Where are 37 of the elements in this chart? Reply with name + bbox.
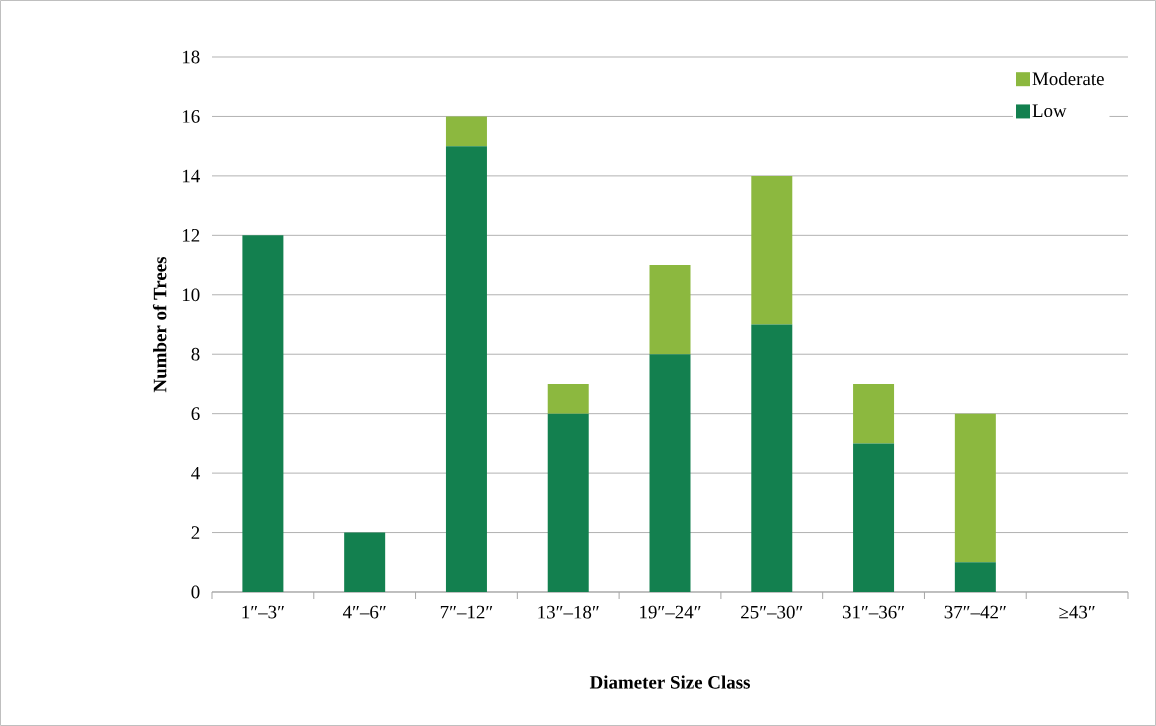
bar xyxy=(853,443,895,592)
legend-label: Low xyxy=(1032,104,1067,118)
y-tick-label: 4 xyxy=(191,466,200,480)
x-axis-title: Diameter Size Class xyxy=(589,675,750,689)
bar xyxy=(344,532,386,592)
y-tick-label: 2 xyxy=(191,526,200,539)
legend-label: Moderate xyxy=(1032,71,1104,86)
y-tick-label: 18 xyxy=(182,50,200,64)
bar xyxy=(751,324,793,592)
x-tick-label: 31″–36″ xyxy=(842,605,905,619)
y-tick-label: 14 xyxy=(182,169,200,183)
bar xyxy=(547,413,589,592)
x-tick-label: 25″–30″ xyxy=(741,605,803,619)
x-tick-label: 13″–18″ xyxy=(538,605,599,619)
y-tick-label: 12 xyxy=(182,229,200,242)
x-tick-label: 19″–24″ xyxy=(640,605,701,619)
bar xyxy=(445,116,487,147)
bar xyxy=(445,146,487,592)
y-axis-title: Number of Trees xyxy=(152,256,167,393)
bar xyxy=(547,383,589,414)
bar xyxy=(954,562,996,592)
bar xyxy=(954,413,996,563)
y-tick-label: 6 xyxy=(191,407,200,421)
bar xyxy=(242,235,284,592)
y-tick-label: 0 xyxy=(191,585,200,599)
x-tick-label: ≥43″ xyxy=(1059,605,1095,619)
y-tick-label: 8 xyxy=(191,347,200,361)
bar xyxy=(649,354,691,592)
x-tick-label: 37″–42″ xyxy=(944,605,1006,619)
x-tick-label: 7″–12″ xyxy=(440,605,493,619)
y-tick-label: 10 xyxy=(182,288,200,302)
bar xyxy=(751,175,793,325)
x-tick-label: 1″–3″ xyxy=(242,605,284,619)
bar xyxy=(853,383,895,444)
x-tick-label: 4″–6″ xyxy=(342,605,386,619)
bar xyxy=(649,265,691,355)
y-tick-label: 16 xyxy=(182,110,200,123)
